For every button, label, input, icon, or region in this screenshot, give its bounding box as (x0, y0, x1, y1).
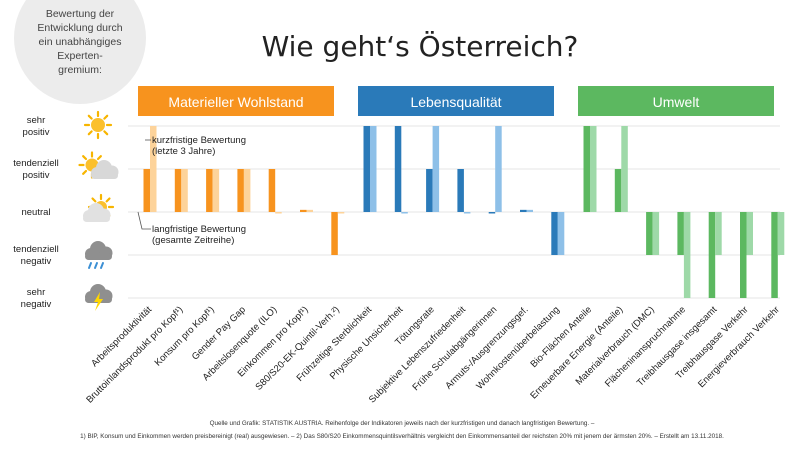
bar-long (771, 212, 778, 298)
scale-label: neutral (21, 207, 50, 218)
bar-short (306, 209, 313, 212)
bar-long (206, 169, 213, 212)
info-circle (14, 0, 146, 104)
group-headers: Materieller Wohlstand Lebensqualität Umwel… (138, 86, 774, 116)
cloud-sun-icon (83, 193, 115, 222)
bar-long (174, 169, 182, 212)
bar-long (426, 169, 433, 212)
bars (143, 126, 785, 298)
bar-long (551, 212, 558, 255)
scale-label: sehr negativ (21, 287, 52, 310)
bar-long (488, 212, 496, 214)
sun-icon (83, 110, 113, 140)
annotations: kurzfristige Bewertung (letzte 3 Jahre) la… (137, 135, 246, 246)
category-label: Gender Pay Gap (190, 304, 248, 362)
footer-notes: 1) BIP, Konsum und Einkommen werden prei… (80, 433, 724, 440)
bar-short (621, 126, 628, 212)
chart-title: Wie geht‘s Österreich? (262, 29, 579, 63)
group-header-label: Lebensqualität (410, 94, 501, 110)
bar-short (652, 212, 660, 255)
bar-long (300, 209, 307, 212)
bar-short (683, 212, 691, 298)
annotation-short-term: kurzfristige Bewertung (letzte 3 Jahre) (152, 135, 246, 157)
bar-short (526, 209, 533, 212)
bar-long (268, 169, 276, 212)
bar-short (337, 212, 345, 214)
rain-cloud-icon (85, 241, 113, 269)
bar-long (677, 212, 684, 255)
bar-long (394, 126, 402, 212)
bar-short (401, 212, 408, 214)
bar-long (363, 126, 370, 212)
bar-long (614, 169, 622, 212)
scale-label: sehr positiv (23, 115, 50, 138)
bar-short (590, 126, 597, 212)
bar-short (463, 212, 471, 214)
bar-short (212, 169, 220, 212)
bar-long (520, 209, 527, 212)
bar-long (331, 212, 338, 255)
bar-short (432, 126, 440, 212)
annotation-long-term: langfristige Bewertung (gesamte Zeitreihe… (152, 224, 246, 246)
grid (128, 125, 780, 299)
bar-short (370, 126, 377, 212)
bar-long (237, 169, 244, 212)
bar-long (583, 126, 590, 212)
bar-long (646, 212, 653, 255)
thunder-cloud-icon (85, 284, 113, 311)
bar-short (777, 212, 785, 255)
group-header (578, 86, 774, 116)
bar-short (181, 169, 188, 212)
bar-short (150, 126, 157, 212)
bar-short (495, 126, 502, 212)
bar-long (143, 169, 150, 212)
group-header-label: Umwelt (653, 94, 700, 110)
footer-source: Quelle und Grafik: STATISTIK AUSTRIA. Re… (210, 420, 595, 427)
category-labels: ArbeitsproduktivitätBruttoinlandsprodukt… (84, 304, 782, 405)
info-circle-text: Bewertung der Entwicklung durch ein unabhä… (37, 8, 122, 76)
scale-label: tendenziell positiv (13, 158, 58, 181)
group-header (358, 86, 554, 116)
bar-short (557, 212, 565, 255)
bar-long (708, 212, 716, 298)
bar-short (243, 169, 251, 212)
group-header (138, 86, 334, 116)
scale-label: tendenziell negativ (13, 244, 58, 267)
scale-labels: sehr positiv tendenziell positiv neutral tend… (13, 110, 119, 311)
bar-short (715, 212, 722, 255)
bar-short (746, 212, 753, 255)
bar-long (740, 212, 747, 298)
sun-cloud-icon (78, 151, 119, 179)
bar-long (457, 169, 464, 212)
group-header-label: Materieller Wohlstand (168, 94, 303, 110)
bar-short (275, 212, 282, 214)
